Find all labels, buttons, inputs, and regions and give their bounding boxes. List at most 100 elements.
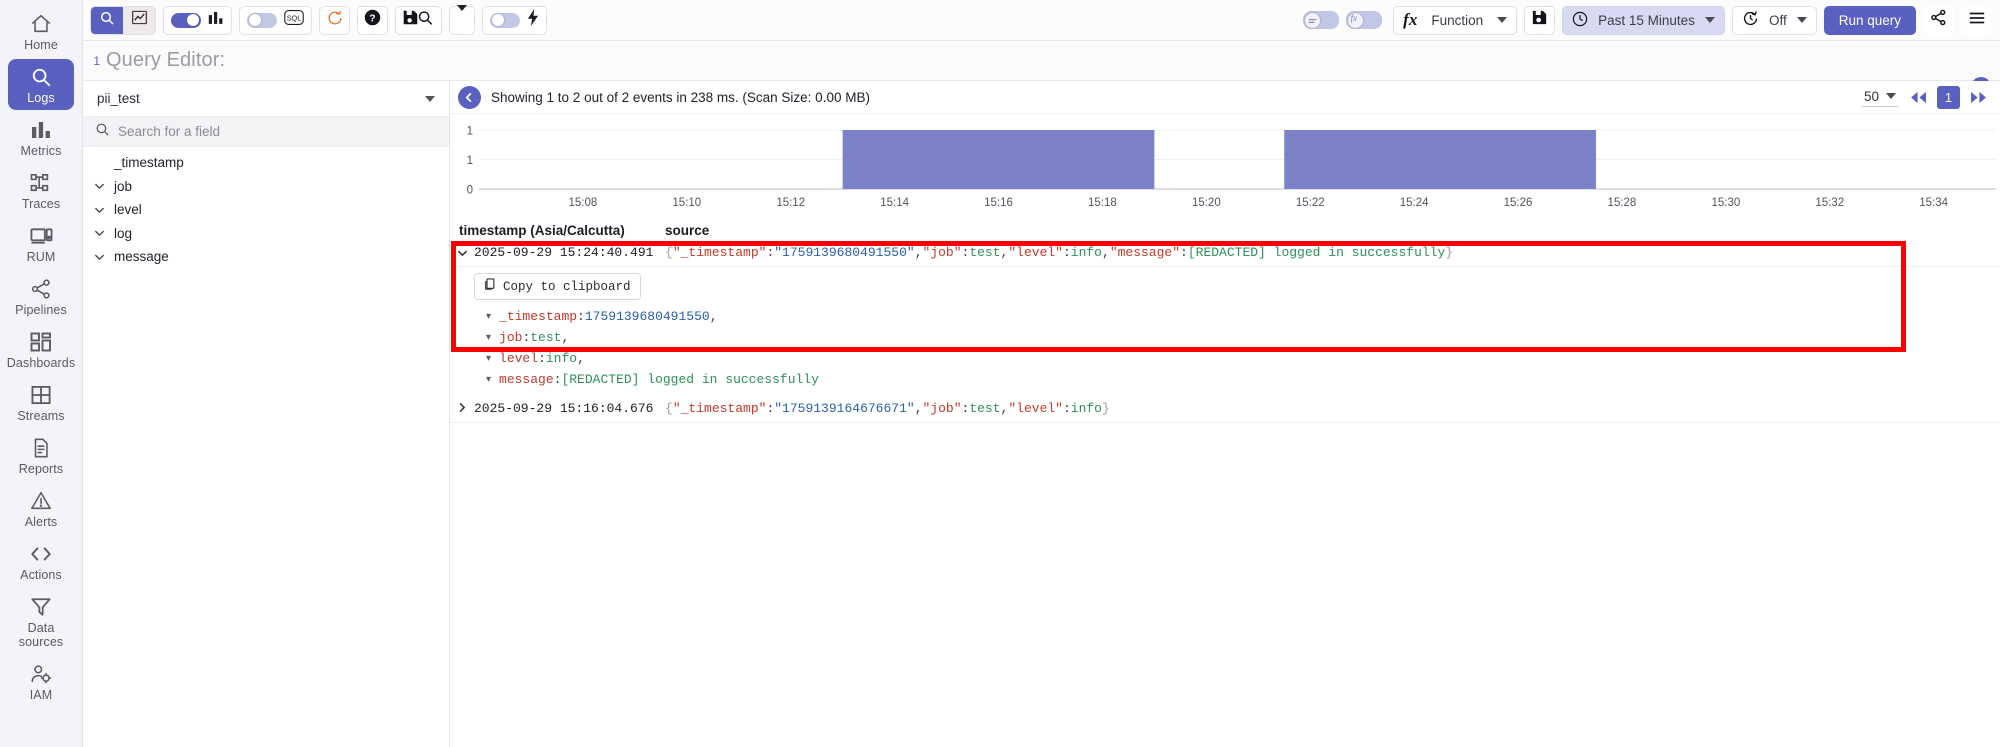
field-list: _timestamp job level log message (83, 147, 449, 269)
chevron-right-icon[interactable] (450, 401, 474, 417)
quick-mode-switch[interactable] (490, 12, 520, 28)
sidebar-item-traces[interactable]: Traces (8, 165, 74, 216)
chevron-down-icon[interactable] (450, 245, 474, 261)
log-timestamp: 2025-09-29 15:24:40.491 (474, 245, 654, 260)
time-range-selector[interactable]: Past 15 Minutes (1562, 5, 1725, 35)
run-query-button[interactable]: Run query (1823, 5, 1916, 35)
copy-icon (484, 278, 496, 295)
save-query-button[interactable] (1524, 5, 1556, 35)
sidebar-item-home[interactable]: Home (8, 6, 74, 57)
histogram-svg: 1 1 0 15:08 15:10 15:12 15:14 15:16 15:18 15:20 15… (467, 126, 1996, 209)
sidebar-item-data-sources[interactable]: Data sources (8, 589, 74, 654)
refresh-interval-label: Off (1768, 12, 1787, 28)
last-page-button[interactable] (1969, 91, 1988, 104)
sidebar-item-label: RUM (26, 250, 56, 264)
log-field-separator: : (577, 309, 585, 324)
log-field-key: message (499, 372, 554, 387)
svg-text:?: ? (369, 13, 375, 24)
line-chart-icon (131, 10, 148, 30)
sidebar-item-reports[interactable]: Reports (8, 430, 74, 481)
chart-mode-button[interactable] (123, 6, 155, 34)
current-page-button[interactable]: 1 (1937, 85, 1960, 109)
search-mode-button[interactable] (91, 6, 123, 34)
column-header-timestamp: timestamp (Asia/Calcutta) (459, 223, 625, 238)
collapse-sidebar-button[interactable] (458, 85, 481, 109)
function-selector[interactable]: fx Function (1393, 5, 1518, 35)
results-panel: Showing 1 to 2 out of 2 events in 238 ms… (450, 81, 2000, 747)
log-field-trailing: , (577, 351, 585, 366)
view-mode-group (90, 5, 156, 35)
chevron-down-icon (1704, 17, 1715, 23)
field-item-level[interactable]: level (83, 198, 449, 222)
field-item-message[interactable]: message (83, 245, 449, 269)
sidebar-item-dashboards[interactable]: Dashboards (7, 324, 75, 375)
log-field-value: 1759139680491550 (584, 309, 710, 324)
svg-text:15:08: 15:08 (569, 197, 598, 209)
sidebar-item-streams[interactable]: Streams (8, 377, 74, 428)
histogram-chart[interactable]: 1 1 0 15:08 15:10 15:12 15:14 15:16 15:18 15:20 15… (450, 114, 2000, 221)
sidebar-item-alerts[interactable]: Alerts (8, 483, 74, 534)
sidebar-item-rum[interactable]: RUM (8, 218, 74, 269)
histogram-toggle[interactable] (163, 5, 232, 35)
triangle-bullet-icon: ▾ (486, 312, 492, 323)
fn-mode-switch[interactable]: fx (1346, 11, 1383, 29)
device-icon (30, 225, 53, 247)
copy-to-clipboard-button[interactable]: Copy to clipboard (474, 273, 641, 300)
histogram-switch[interactable] (171, 12, 201, 28)
log-field-value: test (530, 330, 562, 345)
refresh-interval-selector[interactable]: Off (1731, 5, 1817, 35)
field-item-job[interactable]: job (83, 175, 449, 199)
list-mode-switch[interactable] (1303, 11, 1340, 29)
table-row[interactable]: 2025-09-29 15:24:40.491 {"_timestamp":"17… (450, 241, 2000, 267)
toolbar-more-button[interactable] (449, 5, 475, 35)
sidebar-item-pipelines[interactable]: Pipelines (8, 271, 74, 322)
auto-refresh-icon (1742, 10, 1759, 30)
field-item-log[interactable]: log (83, 222, 449, 246)
log-rows: 2025-09-29 15:24:40.491 {"_timestamp":"17… (450, 241, 2000, 423)
search-icon (30, 66, 52, 88)
sidebar-item-actions[interactable]: Actions (8, 536, 74, 587)
sql-mode-toggle[interactable]: SQL (239, 5, 312, 35)
svg-text:15:18: 15:18 (1088, 197, 1117, 209)
log-field-key: level (499, 351, 539, 366)
field-search-container[interactable] (83, 117, 449, 147)
search-icon (95, 122, 110, 142)
fx-icon: fx (1403, 10, 1418, 29)
field-label: level (114, 202, 142, 218)
refresh-button[interactable] (319, 5, 350, 35)
search-input[interactable] (118, 124, 437, 139)
field-item-timestamp[interactable]: _timestamp (83, 151, 449, 175)
sidebar-item-label: Reports (18, 462, 64, 476)
query-editor[interactable]: 1 Query Editor: 1 (83, 41, 2000, 98)
save-search-icon (402, 9, 436, 31)
sidebar-item-logs[interactable]: Logs (8, 59, 74, 110)
list-mode-toggle[interactable] (1303, 11, 1340, 29)
results-summary: Showing 1 to 2 out of 2 events in 238 ms… (491, 89, 870, 105)
sidebar-item-metrics[interactable]: Metrics (8, 112, 74, 163)
sidebar-item-label: Home (24, 38, 58, 52)
lightning-icon (527, 9, 539, 31)
first-page-button[interactable] (1909, 91, 1928, 104)
log-field-row: ▾ job:test, (474, 328, 2000, 349)
svg-text:15:20: 15:20 (1192, 197, 1221, 209)
refresh-icon (327, 10, 343, 31)
chevron-down-icon (94, 253, 105, 261)
triangle-bullet-icon: ▾ (486, 354, 492, 365)
quick-mode-toggle[interactable] (482, 5, 547, 35)
results-header: Showing 1 to 2 out of 2 events in 238 ms… (450, 81, 2000, 114)
stream-selector[interactable]: pii_test (83, 81, 449, 117)
dashboard-grid-icon (30, 331, 52, 353)
menu-button[interactable] (1961, 5, 1992, 35)
editor-line-number: 1 (93, 53, 100, 68)
sidebar-item-label: Pipelines (15, 303, 67, 317)
sidebar-item-label: IAM (29, 688, 53, 702)
svg-text:15:24: 15:24 (1400, 197, 1429, 209)
sql-switch[interactable] (247, 12, 277, 28)
table-row[interactable]: 2025-09-29 15:16:04.676 {"_timestamp":"17… (450, 397, 2000, 423)
save-search-button[interactable] (395, 5, 442, 35)
help-button[interactable]: ? (357, 5, 388, 35)
page-size-selector[interactable]: 50 (1861, 88, 1898, 107)
sidebar-item-iam[interactable]: IAM (8, 656, 74, 707)
fn-mode-toggle[interactable]: fx (1346, 11, 1383, 29)
share-button[interactable] (1923, 5, 1954, 35)
